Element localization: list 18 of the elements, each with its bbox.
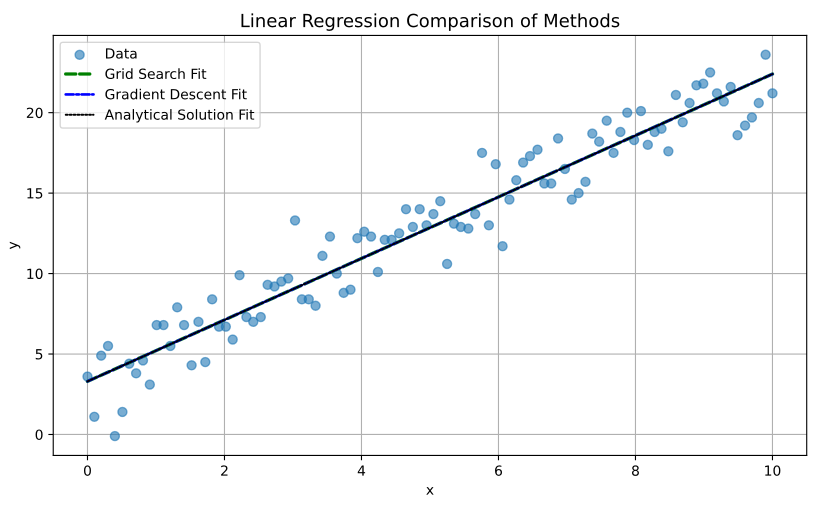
- y-axis-title: y: [10, 242, 20, 250]
- x-tick-label: 10: [765, 465, 780, 476]
- x-tick-label: 2: [221, 465, 228, 476]
- legend-label: Analytical Solution Fit: [104, 109, 254, 123]
- x-tick-label: 0: [84, 465, 91, 476]
- y-tick-label: 10: [27, 268, 43, 280]
- y-tick-label: 20: [26, 108, 43, 118]
- x-tick-label: 8: [632, 465, 639, 476]
- legend-label: Data: [106, 48, 137, 59]
- x-tick-label: 6: [495, 465, 502, 476]
- x-tick-label: 4: [358, 466, 366, 476]
- chart-title: Linear Regression Comparison of Methods: [242, 13, 620, 31]
- x-axis-title: x: [426, 487, 434, 495]
- y-tick-label: 15: [27, 188, 42, 199]
- legend-label: Gradient Descent Fit: [105, 88, 247, 100]
- y-tick-label: 5: [36, 349, 42, 360]
- legend-label: Grid Search Fit: [105, 68, 206, 80]
- y-tick-label: 0: [36, 429, 43, 440]
